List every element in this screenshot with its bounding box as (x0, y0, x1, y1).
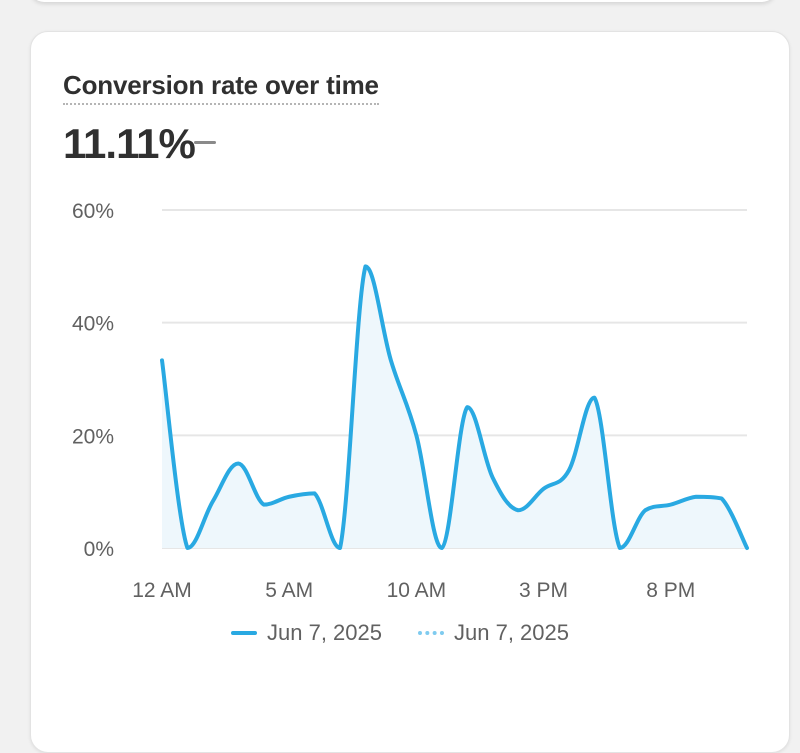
metric-value: 11.11% (63, 120, 196, 167)
data-point[interactable] (436, 542, 448, 554)
data-point[interactable] (716, 492, 728, 504)
data-point[interactable] (385, 354, 397, 366)
x-tick-label: 8 PM (646, 579, 695, 602)
data-point[interactable] (207, 495, 219, 507)
data-point[interactable] (563, 464, 575, 476)
series-area (162, 266, 747, 548)
y-tick-label: 40% (72, 313, 114, 336)
series-line[interactable] (160, 264, 749, 550)
x-tick-label: 3 PM (519, 579, 568, 602)
y-tick-label: 0% (84, 538, 114, 561)
legend-label-comparison: Jun 7, 2025 (454, 620, 569, 645)
card-title[interactable]: Conversion rate over time (63, 70, 379, 105)
y-tick-label: 20% (72, 425, 114, 448)
data-point[interactable] (410, 429, 422, 441)
metric-change-indicator (194, 141, 216, 144)
data-point[interactable] (156, 354, 168, 366)
data-point[interactable] (181, 542, 193, 554)
legend-item-comparison[interactable]: Jun 7, 2025 (418, 620, 569, 646)
data-point[interactable] (334, 542, 346, 554)
legend-solid-swatch (231, 631, 258, 635)
data-point[interactable] (538, 483, 550, 495)
data-point[interactable] (359, 260, 371, 272)
x-tick-label: 12 AM (132, 579, 192, 602)
data-point[interactable] (461, 401, 473, 413)
data-point[interactable] (309, 487, 321, 499)
x-tick-label: 5 AM (265, 579, 313, 602)
legend-dotted-swatch (418, 631, 444, 635)
previous-card (30, 0, 776, 2)
data-point[interactable] (690, 491, 702, 503)
line-chart: 0% 20% 40% 60% 12 AM 5 AM 10 AM 3 PM 8 PM (72, 200, 753, 602)
data-point[interactable] (588, 392, 600, 404)
data-point[interactable] (614, 542, 626, 554)
legend-item-current[interactable]: Jun 7, 2025 (231, 620, 382, 646)
data-point[interactable] (512, 504, 524, 516)
data-point[interactable] (665, 499, 677, 511)
conversion-rate-card: Conversion rate over time 11.11% (30, 31, 790, 753)
data-point[interactable] (232, 458, 244, 470)
y-tick-label: 60% (72, 200, 114, 223)
data-point[interactable] (283, 491, 295, 503)
data-point[interactable] (487, 472, 499, 484)
x-tick-label: 10 AM (387, 579, 447, 602)
legend-label-current: Jun 7, 2025 (267, 620, 382, 645)
data-point[interactable] (639, 504, 651, 516)
chart-legend: Jun 7, 2025 Jun 7, 2025 (0, 620, 800, 646)
data-point[interactable] (741, 542, 753, 554)
data-point[interactable] (258, 499, 270, 511)
